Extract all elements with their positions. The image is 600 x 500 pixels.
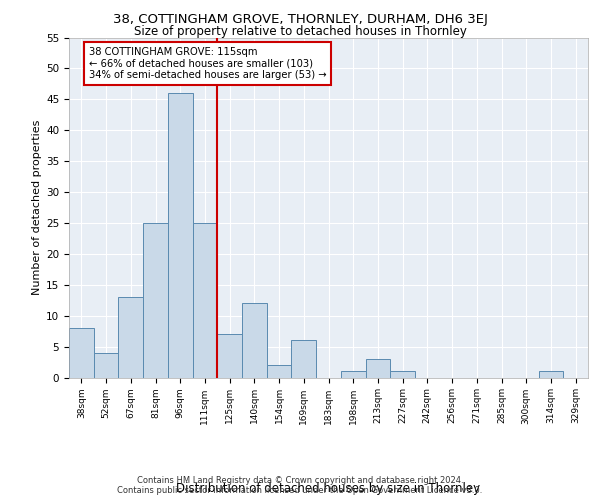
Bar xyxy=(267,365,292,378)
Bar xyxy=(292,340,316,378)
Y-axis label: Number of detached properties: Number of detached properties xyxy=(32,120,42,295)
Bar xyxy=(69,328,94,378)
X-axis label: Distribution of detached houses by size in Thornley: Distribution of detached houses by size … xyxy=(176,482,481,495)
Bar xyxy=(365,359,390,378)
Bar xyxy=(217,334,242,378)
Bar xyxy=(193,223,217,378)
Bar xyxy=(242,304,267,378)
Bar xyxy=(168,93,193,378)
Bar xyxy=(341,372,365,378)
Bar xyxy=(390,372,415,378)
Bar xyxy=(94,353,118,378)
Bar xyxy=(539,372,563,378)
Text: Size of property relative to detached houses in Thornley: Size of property relative to detached ho… xyxy=(134,25,466,38)
Text: 38 COTTINGHAM GROVE: 115sqm
← 66% of detached houses are smaller (103)
34% of se: 38 COTTINGHAM GROVE: 115sqm ← 66% of det… xyxy=(89,47,326,80)
Text: Contains HM Land Registry data © Crown copyright and database right 2024.
Contai: Contains HM Land Registry data © Crown c… xyxy=(118,476,482,495)
Bar xyxy=(143,223,168,378)
Text: 38, COTTINGHAM GROVE, THORNLEY, DURHAM, DH6 3EJ: 38, COTTINGHAM GROVE, THORNLEY, DURHAM, … xyxy=(113,12,487,26)
Bar xyxy=(118,297,143,378)
